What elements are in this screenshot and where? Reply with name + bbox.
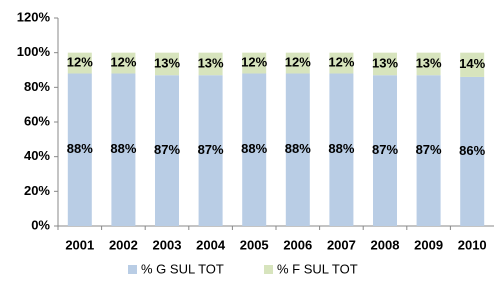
x-tick-label: 2006 [283, 237, 312, 252]
bar-segment [198, 75, 223, 226]
bar-segment [373, 75, 397, 226]
bar-segment [329, 52, 354, 74]
bar-segment [329, 73, 354, 226]
data-label: 87% [198, 142, 224, 157]
data-label: 13% [154, 55, 180, 70]
data-label: 88% [110, 141, 136, 156]
data-label: 88% [241, 141, 267, 156]
bar-segment [242, 52, 267, 74]
bar-segment [285, 73, 310, 226]
bar-segment [67, 73, 92, 226]
data-label: 87% [416, 142, 442, 157]
legend-swatch [264, 265, 273, 274]
data-label: 86% [459, 143, 485, 158]
bar-segment [416, 52, 441, 76]
x-tick-label: 2007 [327, 237, 356, 252]
bar-segment [460, 52, 485, 77]
y-tick-label: 60% [24, 113, 50, 128]
data-label: 12% [241, 55, 267, 70]
bar-segment [67, 52, 92, 74]
y-tick-label: 80% [24, 79, 50, 94]
data-label: 12% [67, 55, 93, 70]
x-tick-label: 2004 [196, 237, 226, 252]
data-label: 87% [372, 142, 398, 157]
data-label: 88% [67, 141, 93, 156]
bar-segment [285, 52, 310, 74]
data-label: 88% [285, 141, 311, 156]
y-tick-label: 0% [31, 217, 50, 232]
x-tick-label: 2003 [153, 237, 182, 252]
data-label: 13% [198, 55, 224, 70]
legend-swatch [128, 265, 137, 274]
x-tick-label: 2009 [414, 237, 443, 252]
y-tick-label: 120% [17, 9, 51, 24]
x-tick-label: 2002 [109, 237, 138, 252]
y-tick-label: 40% [24, 148, 50, 163]
data-label: 87% [154, 142, 180, 157]
legend-label: % F SUL TOT [277, 261, 358, 276]
bar-segment [460, 76, 485, 226]
x-tick-label: 2001 [65, 237, 94, 252]
bar-segment [198, 52, 223, 76]
legend-label: % G SUL TOT [141, 261, 224, 276]
bar-segment [155, 75, 179, 226]
data-label: 12% [110, 55, 136, 70]
data-label: 88% [328, 141, 354, 156]
x-tick-label: 2008 [371, 237, 400, 252]
data-label: 12% [285, 55, 311, 70]
bar-segment [242, 73, 267, 226]
bar-segment [111, 73, 136, 226]
data-label: 12% [328, 55, 354, 70]
y-tick-label: 20% [24, 183, 50, 198]
y-tick-label: 100% [17, 44, 51, 59]
data-label: 13% [416, 55, 442, 70]
data-label: 14% [459, 56, 485, 71]
x-tick-label: 2010 [458, 237, 487, 252]
bar-segment [155, 52, 179, 76]
bar-segment [111, 52, 136, 74]
data-label: 13% [372, 55, 398, 70]
bar-segment [373, 52, 397, 76]
bar-segment [416, 75, 441, 226]
x-tick-label: 2005 [240, 237, 269, 252]
